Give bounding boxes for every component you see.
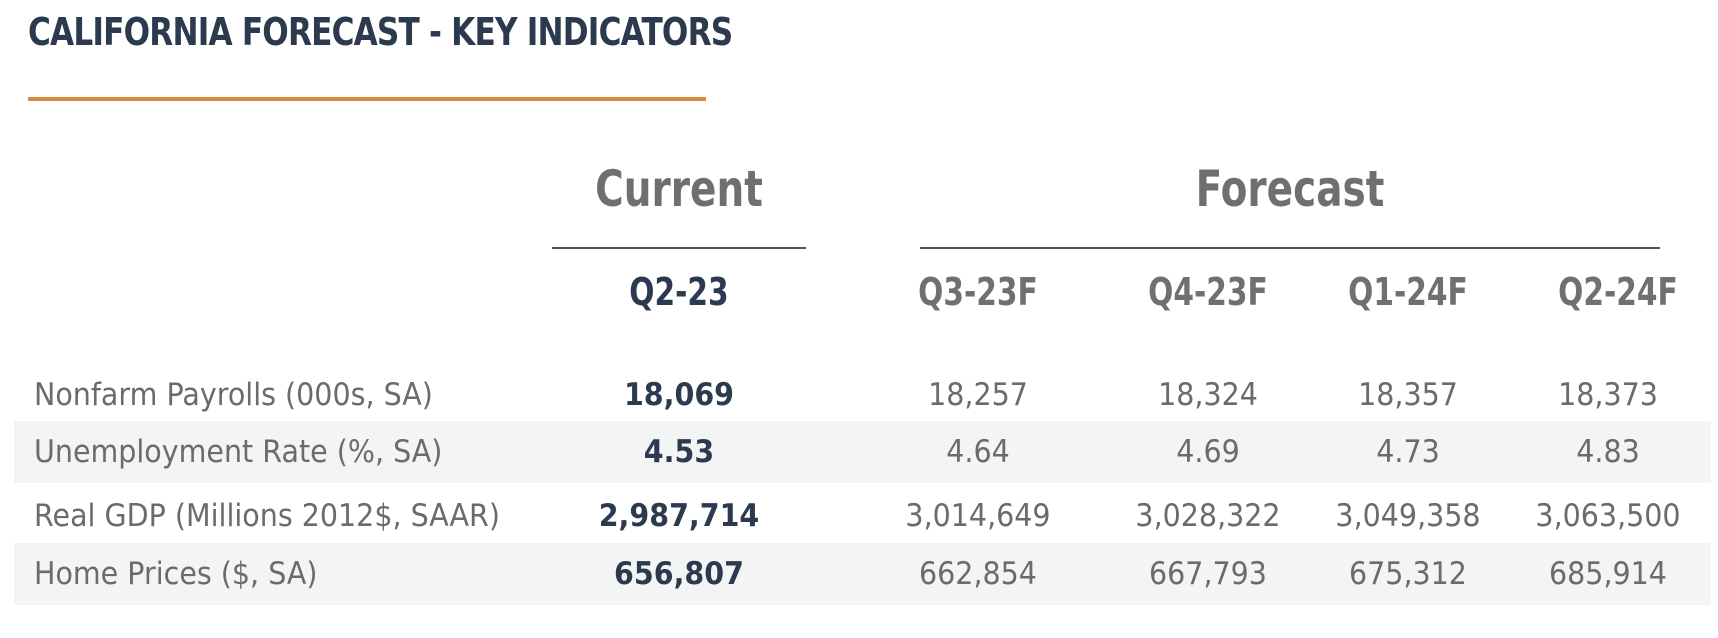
forecast-value: 4.73 — [1376, 434, 1440, 470]
group-header-forecast: Forecast — [1195, 160, 1385, 218]
row-label: Real GDP (Millions 2012$, SAAR) — [34, 498, 501, 534]
forecast-value: 675,312 — [1349, 556, 1467, 592]
forecast-value: 3,014,649 — [905, 498, 1051, 534]
forecast-value: 4.69 — [1176, 434, 1240, 470]
current-value: 656,807 — [614, 556, 744, 592]
column-header-forecast-1: Q3-23F — [918, 270, 1038, 314]
forecast-value: 18,324 — [1158, 377, 1258, 413]
current-value: 2,987,714 — [598, 498, 760, 534]
forecast-value: 18,357 — [1358, 377, 1458, 413]
current-value: 18,069 — [623, 377, 735, 413]
row-label: Unemployment Rate (%, SA) — [34, 434, 443, 470]
column-header-forecast-3: Q1-24F — [1348, 270, 1468, 314]
column-header-forecast-4: Q2-24F — [1558, 270, 1678, 314]
title-underline — [28, 97, 706, 101]
forecast-value: 3,063,500 — [1535, 498, 1681, 534]
group-header-current: Current — [595, 160, 763, 218]
forecast-value: 3,049,358 — [1335, 498, 1481, 534]
row-label: Home Prices ($, SA) — [34, 556, 318, 592]
page-title: CALIFORNIA FORECAST - KEY INDICATORS — [28, 10, 733, 54]
forecast-value: 4.83 — [1576, 434, 1640, 470]
table-row: Nonfarm Payrolls (000s, SA) 18,069 18,25… — [14, 364, 1711, 426]
current-value: 4.53 — [643, 434, 715, 470]
table-row: Unemployment Rate (%, SA) 4.53 4.64 4.69… — [14, 421, 1711, 483]
forecast-value: 667,793 — [1149, 556, 1267, 592]
column-header-forecast-2: Q4-23F — [1148, 270, 1268, 314]
table-row: Home Prices ($, SA) 656,807 662,854 667,… — [14, 543, 1711, 605]
forecast-value: 18,373 — [1558, 377, 1658, 413]
forecast-value: 3,028,322 — [1135, 498, 1281, 534]
row-label: Nonfarm Payrolls (000s, SA) — [34, 377, 433, 413]
group-rule-current — [552, 247, 806, 249]
forecast-value: 18,257 — [928, 377, 1028, 413]
forecast-value: 4.64 — [946, 434, 1010, 470]
table-row: Real GDP (Millions 2012$, SAAR) 2,987,71… — [14, 485, 1711, 547]
column-header-current: Q2-23 — [629, 270, 729, 314]
forecast-value: 685,914 — [1549, 556, 1667, 592]
forecast-value: 662,854 — [919, 556, 1037, 592]
group-rule-forecast — [920, 247, 1660, 249]
